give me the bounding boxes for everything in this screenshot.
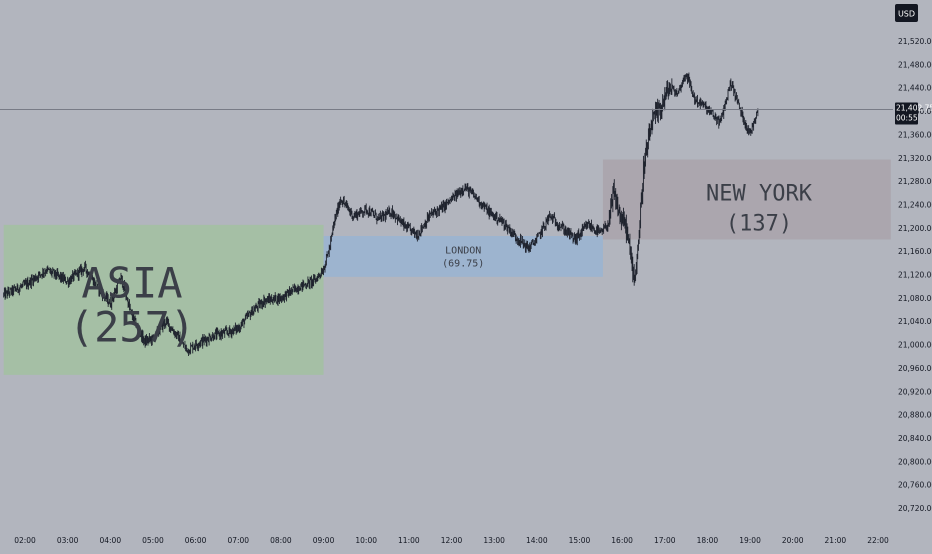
currency-button[interactable]: USD bbox=[895, 4, 918, 22]
time-tick-label: 21:00 bbox=[825, 536, 847, 545]
price-tick-label: 21,520.00 bbox=[898, 37, 932, 46]
time-tick-label: 14:00 bbox=[526, 536, 548, 545]
time-axis[interactable] bbox=[0, 528, 893, 550]
price-tick-label: 21,120.00 bbox=[898, 271, 932, 280]
time-tick-label: 03:00 bbox=[57, 536, 79, 545]
newyork-range: (137) bbox=[726, 212, 792, 237]
london-session-box bbox=[323, 235, 603, 277]
time-tick-label: 20:00 bbox=[782, 536, 804, 545]
london-range: (69.75) bbox=[442, 258, 484, 269]
price-tick-label: 20,840.00 bbox=[898, 434, 932, 443]
price-tick-label: 21,360.00 bbox=[898, 130, 932, 139]
price-tick-label: 21,040.00 bbox=[898, 317, 932, 326]
bar-countdown: 00:55 bbox=[896, 113, 918, 122]
time-tick-label: 02:00 bbox=[14, 536, 36, 545]
currency-label: USD bbox=[898, 10, 915, 19]
price-tick-label: 20,920.00 bbox=[898, 387, 932, 396]
asia-range: (257) bbox=[69, 303, 195, 352]
price-tick-label: 20,880.00 bbox=[898, 411, 932, 420]
price-tick-label: 20,800.00 bbox=[898, 457, 932, 466]
time-axis-ticks: 02:00 03:00 04:00 05:00 06:00 07:00 08:00 09:00… bbox=[14, 536, 889, 545]
last-price-tag: 21,402.75 00:55 bbox=[895, 102, 932, 125]
london-label: LONDON bbox=[445, 245, 481, 256]
time-tick-label: 16:00 bbox=[611, 536, 633, 545]
price-tick-label: 20,760.00 bbox=[898, 481, 932, 490]
time-tick-label: 10:00 bbox=[355, 536, 377, 545]
price-tick-label: 21,200.00 bbox=[898, 224, 932, 233]
candles bbox=[3, 72, 759, 356]
time-tick-label: 05:00 bbox=[142, 536, 164, 545]
time-tick-label: 19:00 bbox=[739, 536, 761, 545]
price-tick-label: 21,320.00 bbox=[898, 154, 932, 163]
price-axis[interactable] bbox=[893, 0, 932, 550]
time-tick-label: 18:00 bbox=[697, 536, 719, 545]
time-tick-label: 13:00 bbox=[483, 536, 505, 545]
session-labels: ASIA(257) LONDON (69.75) NEW YORK (137) bbox=[69, 182, 813, 352]
time-tick-label: 07:00 bbox=[227, 536, 249, 545]
time-tick-label: 09:00 bbox=[313, 536, 335, 545]
newyork-session-box bbox=[602, 159, 891, 240]
price-tick-label: 21,440.00 bbox=[898, 84, 932, 93]
last-price-value: 21,402.75 bbox=[896, 103, 932, 112]
price-axis-ticks: 21,520.0021,480.0021,440.0021,400.0021,3… bbox=[898, 37, 932, 513]
price-tick-label: 20,720.00 bbox=[898, 504, 932, 513]
time-tick-label: 22:00 bbox=[867, 536, 889, 545]
newyork-label: NEW YORK bbox=[706, 182, 813, 207]
price-tick-label: 21,240.00 bbox=[898, 200, 932, 209]
time-tick-label: 17:00 bbox=[654, 536, 676, 545]
time-tick-label: 12:00 bbox=[441, 536, 463, 545]
time-tick-label: 11:00 bbox=[398, 536, 420, 545]
time-tick-label: 08:00 bbox=[270, 536, 292, 545]
price-tick-label: 21,000.00 bbox=[898, 341, 932, 350]
time-tick-label: 15:00 bbox=[569, 536, 591, 545]
price-tick-label: 21,480.00 bbox=[898, 60, 932, 69]
price-tick-label: 21,080.00 bbox=[898, 294, 932, 303]
last-price-tag-bg bbox=[895, 102, 918, 125]
price-tick-label: 20,960.00 bbox=[898, 364, 932, 373]
asia-label: ASIA bbox=[81, 259, 182, 308]
price-tick-label: 21,280.00 bbox=[898, 177, 932, 186]
price-tick-label: 21,160.00 bbox=[898, 247, 932, 256]
time-tick-label: 06:00 bbox=[185, 536, 207, 545]
time-tick-label: 04:00 bbox=[99, 536, 121, 545]
